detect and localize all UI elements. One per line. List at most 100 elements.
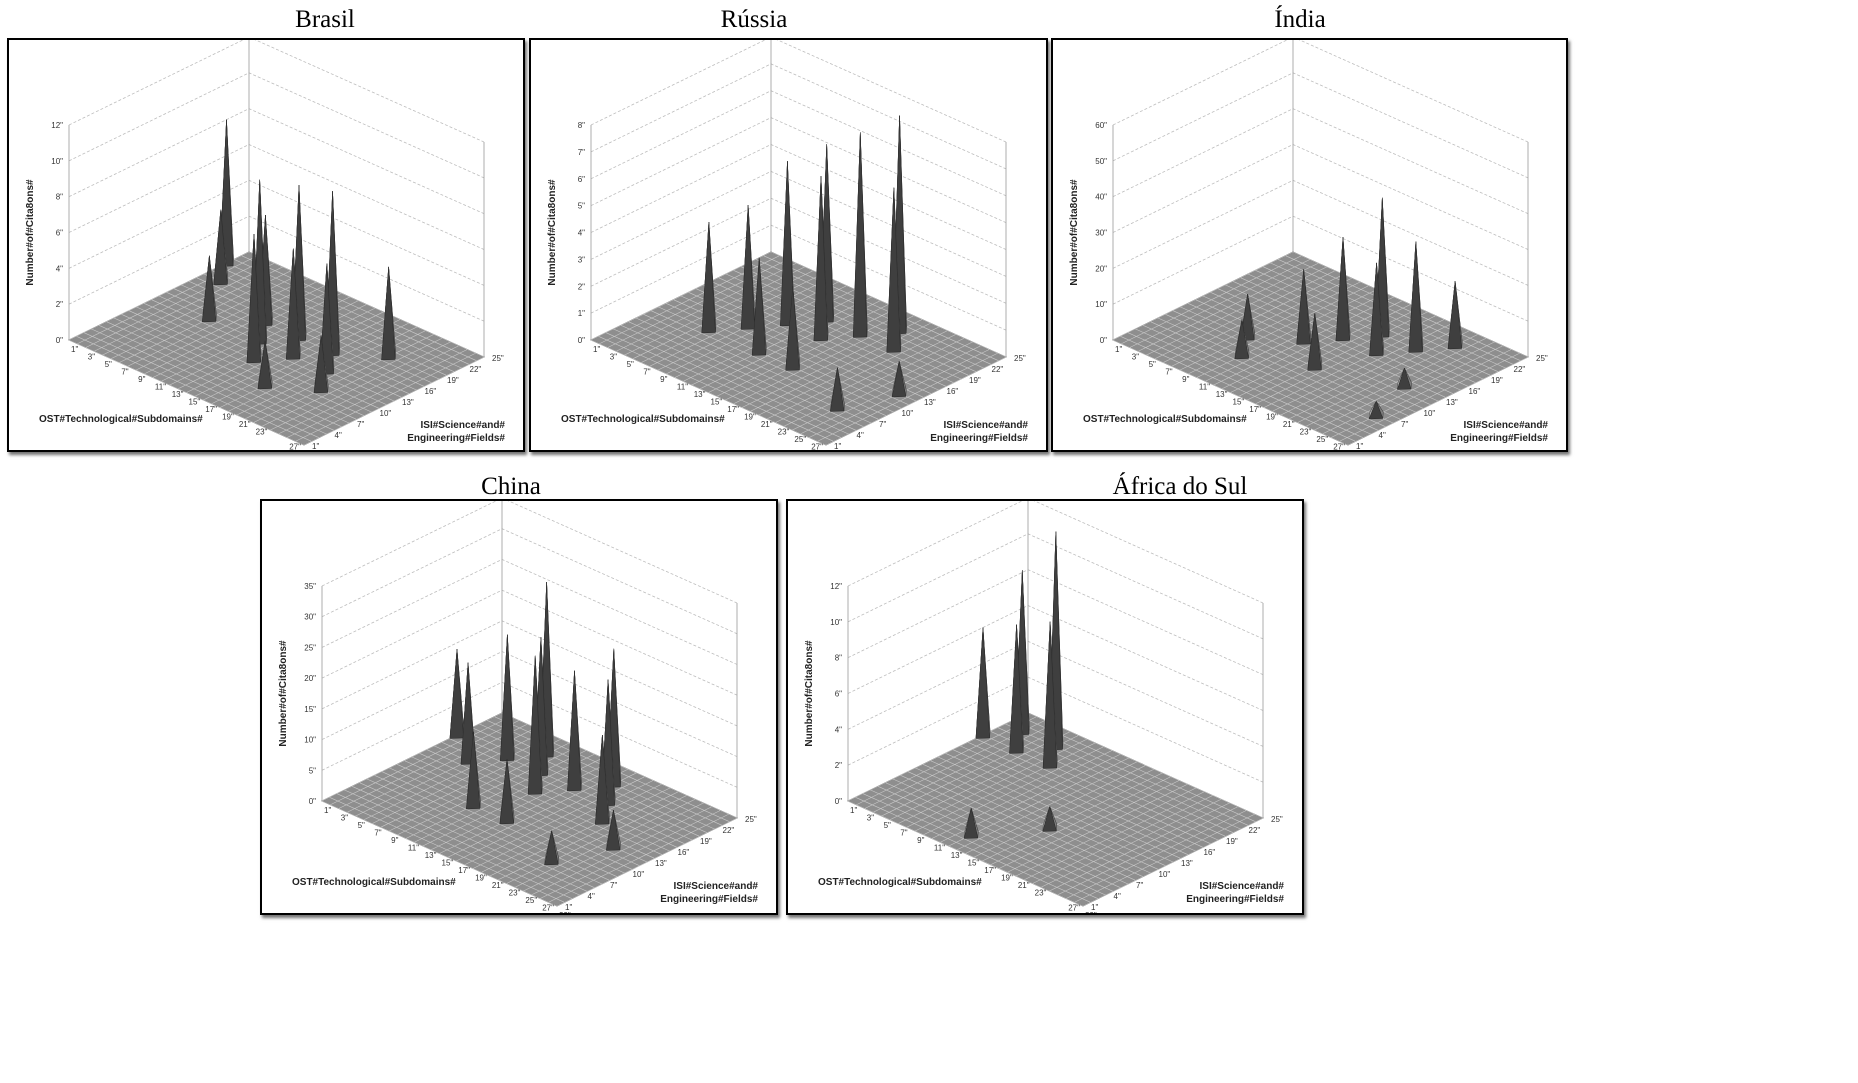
x-tick-label: 9" [138,375,145,384]
z-gridline [1112,108,1529,215]
x-tick-label: 17" [458,866,470,875]
surface-peak [751,257,767,356]
y-tick-label: 16" [1469,387,1481,396]
floor-line-y [396,764,633,870]
surface-peak [975,627,991,739]
floor-line-y [128,310,365,416]
x-tick-label: 3" [341,814,348,823]
z-gridline [590,40,1007,143]
x-tick-label: 25" [525,896,537,905]
chart-svg-russia: 0" 1" 2" 3" 4" 5" 6" 7" 8" 1" 3" 5" 7" 9" 11" 13" 15" 17"… [547,40,1029,450]
floor-line-y [106,321,342,427]
surface-peak [886,187,902,353]
peak-face-front [544,830,559,866]
floor-line-y [855,797,1091,903]
surface-peak [500,634,515,762]
y-tick-label: 13" [402,398,414,407]
x-tick-label: 1" [1115,345,1122,354]
y-axis-label: Engineering#Fields# [930,433,1028,444]
floor-line-y [98,325,335,431]
peak-face-front [213,209,228,286]
y-tick-label: 19" [1491,376,1503,385]
x-tick-label: 25" [1316,435,1328,444]
floor-line-y [381,771,618,877]
surface-peaks [449,581,622,866]
floor-line-y [922,764,1159,870]
peak-face-front [381,266,396,361]
floor-line-y [248,251,485,358]
x-tick-label: 13" [172,390,184,399]
peak-face-front [449,648,464,739]
chart-title-africa-do-sul: África do Sul [1112,473,1248,500]
peak-face-front [527,655,543,795]
floor-line-y [1135,328,1371,435]
surface-peak [830,367,845,412]
surface-peak [701,221,717,334]
z-tick-label: 3" [578,255,585,264]
surface-peak [780,161,795,327]
back-walls [68,40,485,358]
y-tick-label: 13" [1181,859,1193,868]
z-tick-label: 25" [304,643,316,652]
surface-peak [527,655,543,795]
x-tick-label: 5" [884,821,891,830]
x-tick-label: 3" [88,353,95,362]
z-tick-label: 6" [56,229,63,238]
surface-peak [1296,269,1312,345]
z-tick-label: 12" [51,121,63,130]
peak-face-front [202,255,217,323]
x-tick-label: 11" [934,844,945,853]
y-tick-label: 19" [700,837,712,846]
x-tick-label: 27" [1333,443,1345,451]
floor-line-y [915,767,1151,874]
x-tick-label: 27" [289,443,301,451]
x-tick-label: 11" [1199,383,1210,392]
y-tick-label: 25" [1014,354,1026,363]
floor-line-y [613,328,849,435]
z-gridline [590,144,1007,250]
floor-line-y [907,771,1144,877]
y-tick-label: 19" [969,376,981,385]
floor-line-y [329,797,565,903]
floor-line-y [1027,712,1264,819]
y-axis-label: Engineering#Fields# [1186,894,1284,905]
peak-face-front [1296,269,1311,345]
y-axis-label: Engineering#Fields# [660,894,758,905]
y-axis-label: ISI#Science#and# [674,881,759,892]
z-gridline [68,40,485,143]
floor-line-y [188,281,425,387]
floor-line-y [344,789,580,896]
y-tick-label: 16" [425,387,437,396]
y-tick-label: 10" [380,409,392,418]
floor-line-y [1120,336,1356,442]
z-tick-label: 2" [56,300,63,309]
x-tick-label: 3" [1132,353,1139,362]
y-tick-label: 22" [1514,365,1526,374]
y-axis-label: ISI#Science#and# [1200,881,1285,892]
y-tick-label: 1" [1356,442,1363,450]
x-tick-label: 1" [324,806,331,815]
z-gridline [1112,144,1529,250]
floor-line-y [321,800,558,907]
floor-line-y [688,292,924,398]
surface-peak [1447,280,1463,350]
z-tick-label: 10" [830,618,842,627]
x-tick-label: 19" [475,874,487,883]
surface-peak [595,734,610,825]
floor-line-y [590,339,827,446]
floor-line-y [1150,321,1386,427]
x-tick-label: 17" [205,405,217,414]
x-tick-label: 5" [105,360,112,369]
x-tick-label: 23" [1035,889,1047,898]
x-tick-label: 5" [627,360,634,369]
y-axis-label: ISI#Science#and# [944,420,1029,431]
surface-peaks [202,119,396,394]
floor-line-y [658,306,894,413]
x-tick-label: 21" [761,420,773,429]
y-tick-label: 25" [1536,354,1548,363]
y-tick-label: 10" [1424,409,1436,418]
y-tick-label: 25" [1271,815,1283,824]
z-gridline [321,501,738,604]
peak-face-front [975,627,990,739]
floor-line-y [336,793,573,899]
